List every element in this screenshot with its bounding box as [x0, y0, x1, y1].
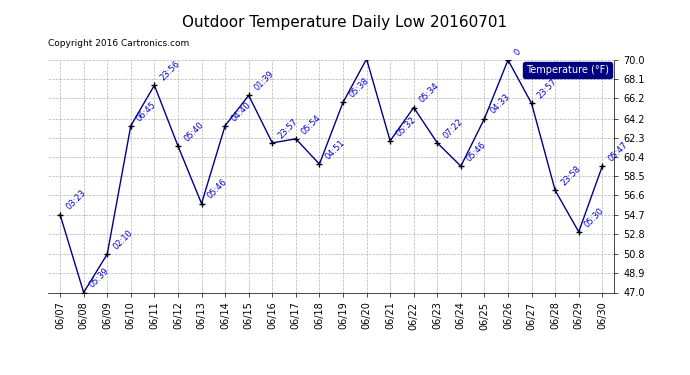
Text: 05:40: 05:40 — [182, 120, 206, 143]
Legend: Temperature (°F): Temperature (°F) — [523, 62, 612, 78]
Text: 04:40: 04:40 — [229, 100, 253, 123]
Text: 05:39: 05:39 — [88, 267, 111, 290]
Text: 05:30: 05:30 — [583, 206, 606, 229]
Text: 02:10: 02:10 — [111, 228, 135, 251]
Text: 06:45: 06:45 — [135, 100, 158, 123]
Text: 07:22: 07:22 — [442, 117, 464, 140]
Text: 23:57: 23:57 — [277, 117, 299, 140]
Text: 23:58: 23:58 — [560, 164, 582, 188]
Text: 05:34: 05:34 — [418, 81, 441, 105]
Text: 05:46: 05:46 — [465, 140, 489, 164]
Text: 01:39: 01:39 — [253, 69, 276, 93]
Text: 23:57: 23:57 — [0, 374, 1, 375]
Text: 05:32: 05:32 — [394, 115, 417, 138]
Text: 05:47: 05:47 — [607, 140, 630, 164]
Text: 05:38: 05:38 — [347, 76, 371, 100]
Text: 23:56: 23:56 — [159, 59, 182, 82]
Text: 0: 0 — [512, 47, 522, 57]
Text: Outdoor Temperature Daily Low 20160701: Outdoor Temperature Daily Low 20160701 — [182, 15, 508, 30]
Text: Copyright 2016 Cartronics.com: Copyright 2016 Cartronics.com — [48, 39, 190, 48]
Text: 04:33: 04:33 — [489, 93, 512, 116]
Text: 04:51: 04:51 — [324, 138, 347, 161]
Text: 05:46: 05:46 — [206, 177, 229, 201]
Text: 05:54: 05:54 — [300, 113, 323, 136]
Text: 23:57: 23:57 — [535, 77, 559, 101]
Text: 03:23: 03:23 — [64, 189, 88, 212]
